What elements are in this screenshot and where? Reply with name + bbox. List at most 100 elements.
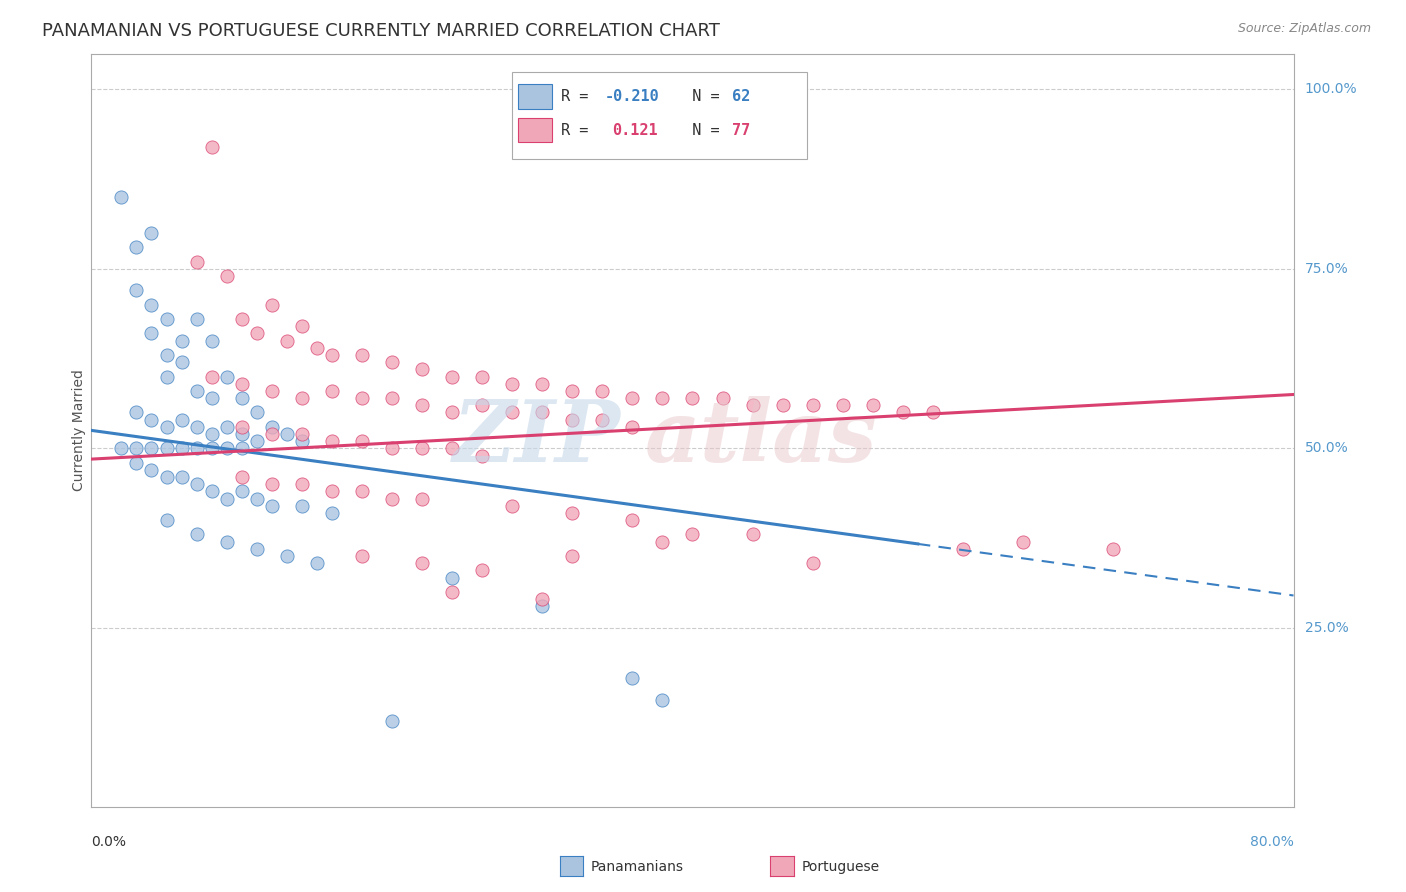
Point [305, 341, 328, 355]
Point [155, 419, 177, 434]
Point [350, 391, 373, 405]
Point [141, 326, 163, 341]
Point [531, 592, 554, 607]
Point [411, 362, 433, 376]
Point [260, 419, 283, 434]
Text: N =: N = [675, 123, 730, 138]
Point [276, 427, 298, 442]
Point [170, 355, 193, 369]
Point [381, 391, 404, 405]
Point [246, 326, 269, 341]
Point [201, 140, 224, 154]
Point [381, 355, 404, 369]
Point [155, 348, 177, 362]
Point [321, 484, 343, 499]
Point [891, 405, 914, 419]
Point [561, 412, 583, 426]
Point [471, 449, 494, 463]
Point [651, 391, 673, 405]
Point [231, 442, 253, 456]
Point [246, 541, 269, 556]
Text: 75.0%: 75.0% [1305, 262, 1348, 276]
Point [231, 484, 253, 499]
Point [260, 298, 283, 312]
Point [952, 541, 974, 556]
Point [141, 412, 163, 426]
Point [591, 384, 613, 398]
Point [125, 442, 148, 456]
Text: 25.0%: 25.0% [1305, 621, 1348, 635]
Point [531, 405, 554, 419]
Point [350, 434, 373, 449]
Text: 80.0%: 80.0% [1250, 835, 1294, 849]
Point [155, 513, 177, 527]
Point [170, 470, 193, 484]
Text: ZIP: ZIP [453, 396, 620, 480]
Point [125, 456, 148, 470]
Point [862, 398, 884, 412]
Point [141, 463, 163, 477]
Point [260, 384, 283, 398]
Point [741, 527, 763, 541]
Point [350, 549, 373, 563]
Point [155, 442, 177, 456]
Point [711, 391, 734, 405]
Point [291, 427, 314, 442]
Point [501, 376, 523, 391]
Point [440, 405, 463, 419]
Point [350, 348, 373, 362]
Point [305, 556, 328, 570]
Point [440, 585, 463, 599]
Point [411, 442, 433, 456]
Point [621, 671, 644, 685]
Point [141, 226, 163, 240]
Point [110, 190, 132, 204]
Point [170, 334, 193, 348]
Point [260, 477, 283, 491]
FancyBboxPatch shape [519, 85, 551, 109]
Point [321, 434, 343, 449]
Text: 50.0%: 50.0% [1305, 442, 1348, 455]
Point [231, 391, 253, 405]
Point [201, 442, 224, 456]
FancyBboxPatch shape [512, 72, 807, 159]
Point [215, 491, 238, 506]
Point [621, 391, 644, 405]
Point [501, 499, 523, 513]
FancyBboxPatch shape [519, 119, 551, 143]
Point [561, 506, 583, 520]
Point [125, 405, 148, 419]
Text: -0.210: -0.210 [605, 89, 659, 104]
Point [215, 268, 238, 283]
Text: PANAMANIAN VS PORTUGUESE CURRENTLY MARRIED CORRELATION CHART: PANAMANIAN VS PORTUGUESE CURRENTLY MARRI… [42, 22, 720, 40]
Text: 0.121: 0.121 [612, 123, 658, 138]
Point [291, 319, 314, 334]
Point [231, 376, 253, 391]
Text: Panamanians: Panamanians [591, 860, 683, 874]
Point [621, 419, 644, 434]
Point [801, 556, 824, 570]
Point [276, 549, 298, 563]
Point [1102, 541, 1125, 556]
Point [591, 412, 613, 426]
Point [561, 549, 583, 563]
Point [501, 405, 523, 419]
Point [246, 405, 269, 419]
Point [201, 427, 224, 442]
Point [246, 434, 269, 449]
Point [201, 484, 224, 499]
Point [215, 369, 238, 384]
Text: Source: ZipAtlas.com: Source: ZipAtlas.com [1237, 22, 1371, 36]
Point [411, 491, 433, 506]
Point [922, 405, 945, 419]
Text: 0.0%: 0.0% [91, 835, 127, 849]
Point [215, 419, 238, 434]
Text: Portuguese: Portuguese [801, 860, 880, 874]
Point [471, 563, 494, 577]
Point [321, 384, 343, 398]
Text: 62: 62 [733, 89, 751, 104]
Text: N =: N = [675, 89, 730, 104]
Point [231, 427, 253, 442]
Point [681, 391, 703, 405]
Point [831, 398, 853, 412]
